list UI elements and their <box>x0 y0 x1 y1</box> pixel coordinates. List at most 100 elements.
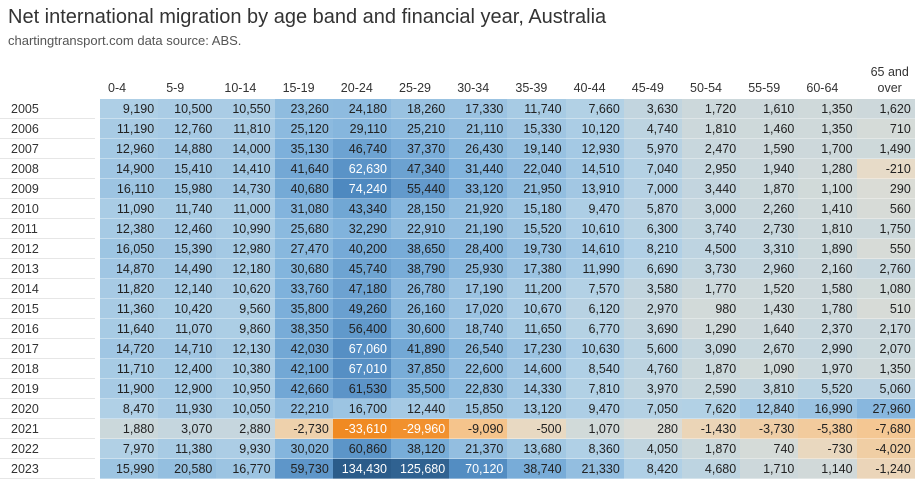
table-cell: 19,730 <box>507 239 566 259</box>
title: Net international migration by age band … <box>8 6 607 28</box>
table-cell: 15,410 <box>158 159 217 179</box>
column-header: 5-9 <box>166 81 185 95</box>
table-cell: 35,500 <box>391 379 450 399</box>
table-cell: 11,070 <box>158 319 217 339</box>
table-cell: 14,730 <box>216 179 275 199</box>
table-cell: 15,980 <box>158 179 217 199</box>
table-cell: 7,810 <box>565 379 624 399</box>
table-cell: 21,330 <box>565 459 624 479</box>
table-cell: 1,780 <box>798 299 857 319</box>
table-cell: -9,090 <box>449 419 508 439</box>
table-cell: 70,120 <box>449 459 508 479</box>
table-cell: 59,730 <box>274 459 333 479</box>
table-cell: 38,650 <box>391 239 450 259</box>
table-cell: -210 <box>856 159 915 179</box>
table-cell: 2,970 <box>623 299 682 319</box>
table-cell: 35,130 <box>274 139 333 159</box>
table-cell: 47,180 <box>332 279 391 299</box>
table-cell: 1,490 <box>856 139 915 159</box>
table-cell: 12,380 <box>100 219 159 239</box>
table-cell: 11,000 <box>216 199 275 219</box>
table-cell: 4,500 <box>682 239 741 259</box>
table-cell: 1,870 <box>682 439 741 459</box>
table-cell: 7,040 <box>623 159 682 179</box>
table-cell: 3,090 <box>682 339 741 359</box>
table-cell: -3,730 <box>740 419 799 439</box>
table-cell: -500 <box>507 419 566 439</box>
table-cell: 2,070 <box>856 339 915 359</box>
table-cell: 16,770 <box>216 459 275 479</box>
table-cell: 1,700 <box>798 139 857 159</box>
table-cell: 6,770 <box>565 319 624 339</box>
table-cell: -7,680 <box>856 419 915 439</box>
row-year: 2009 <box>0 179 95 199</box>
table-cell: 10,670 <box>507 299 566 319</box>
table-cell: 3,440 <box>682 179 741 199</box>
table-cell: 17,020 <box>449 299 508 319</box>
table-cell: 14,510 <box>565 159 624 179</box>
column-header: 30-34 <box>457 81 490 95</box>
table-cell: -730 <box>798 439 857 459</box>
table-cell: 10,950 <box>216 379 275 399</box>
table-cell: 11,190 <box>100 119 159 139</box>
table-cell: 11,820 <box>100 279 159 299</box>
row-year: 2013 <box>0 259 95 279</box>
table-cell: 12,960 <box>100 139 159 159</box>
table-cell: 4,680 <box>682 459 741 479</box>
table-cell: 56,400 <box>332 319 391 339</box>
table-cell: 14,870 <box>100 259 159 279</box>
table-cell: 10,610 <box>565 219 624 239</box>
row-year: 2008 <box>0 159 95 179</box>
table-cell: 11,090 <box>100 199 159 219</box>
table-cell: 35,800 <box>274 299 333 319</box>
table-cell: 17,230 <box>507 339 566 359</box>
table-cell: 8,210 <box>623 239 682 259</box>
table-cell: 3,740 <box>682 219 741 239</box>
table-cell: 9,930 <box>216 439 275 459</box>
row-year: 2018 <box>0 359 95 379</box>
column-header: 45-49 <box>631 81 664 95</box>
table-cell: 7,000 <box>623 179 682 199</box>
column-header: 65 and over <box>870 65 909 95</box>
table-cell: 17,190 <box>449 279 508 299</box>
table-cell: 1,280 <box>798 159 857 179</box>
row-year: 2023 <box>0 459 95 479</box>
column-header: 40-44 <box>573 81 606 95</box>
table-cell: 1,460 <box>740 119 799 139</box>
table-cell: 31,080 <box>274 199 333 219</box>
column-header: 20-24 <box>340 81 373 95</box>
table-cell: -29,960 <box>391 419 450 439</box>
table-cell: 11,710 <box>100 359 159 379</box>
column-header: 0-4 <box>108 81 127 95</box>
table-cell: 23,260 <box>274 99 333 119</box>
column-header: 25-29 <box>399 81 431 95</box>
table-cell: 12,130 <box>216 339 275 359</box>
table-cell: 10,420 <box>158 299 217 319</box>
table-cell: 13,910 <box>565 179 624 199</box>
table-cell: 10,120 <box>565 119 624 139</box>
table-cell: 25,930 <box>449 259 508 279</box>
table-cell: 1,350 <box>798 119 857 139</box>
table-cell: 16,110 <box>100 179 159 199</box>
table-cell: 14,410 <box>216 159 275 179</box>
table-cell: 1,870 <box>682 359 741 379</box>
table-cell: 60,860 <box>332 439 391 459</box>
table-cell: 7,620 <box>682 399 741 419</box>
table-cell: 30,600 <box>391 319 450 339</box>
table-cell: 11,380 <box>158 439 217 459</box>
row-year: 2022 <box>0 439 95 459</box>
table-cell: 19,140 <box>507 139 566 159</box>
table-cell: 21,110 <box>449 119 508 139</box>
table-cell: 3,000 <box>682 199 741 219</box>
table-cell: 22,600 <box>449 359 508 379</box>
column-header: 50-54 <box>690 81 722 95</box>
table-cell: 16,990 <box>798 399 857 419</box>
table-cell: 46,740 <box>332 139 391 159</box>
table-cell: 20,580 <box>158 459 217 479</box>
table-cell: 2,990 <box>798 339 857 359</box>
row-year: 2021 <box>0 419 95 439</box>
table-cell: 1,070 <box>565 419 624 439</box>
table-cell: 1,350 <box>798 99 857 119</box>
table-cell: 1,890 <box>798 239 857 259</box>
row-year: 2015 <box>0 299 95 319</box>
